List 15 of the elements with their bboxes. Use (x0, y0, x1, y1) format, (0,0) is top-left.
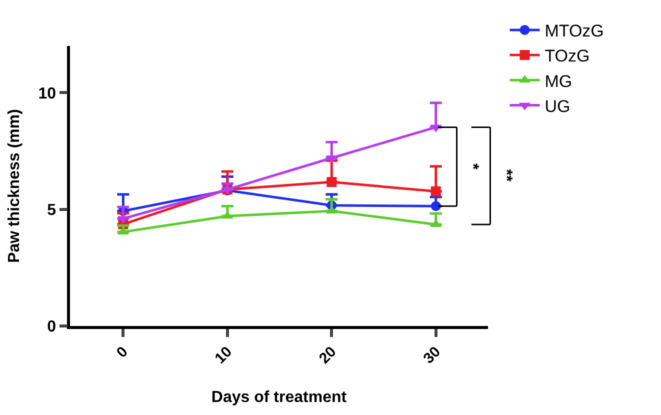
y-tick-label: 10 (38, 85, 56, 102)
x-axis-title: Days of treatment (211, 388, 348, 406)
x-tick-label: 30 (420, 343, 444, 368)
x-tick-label: 10 (212, 343, 236, 368)
y-axis-title: Paw thickness (mm) (6, 109, 24, 263)
x-tick-label: 20 (316, 343, 340, 368)
legend-label: UG (544, 96, 570, 116)
y-tick-label: 0 (47, 318, 56, 336)
legend-label: MG (544, 72, 572, 91)
legend-label: TOzG (544, 46, 590, 66)
text: ** (498, 169, 515, 182)
legend-label: MTOzG (544, 22, 604, 41)
annotation: * (464, 163, 481, 170)
x-tick-label: 0 (113, 343, 132, 362)
y-tick-label: 5 (47, 202, 56, 219)
